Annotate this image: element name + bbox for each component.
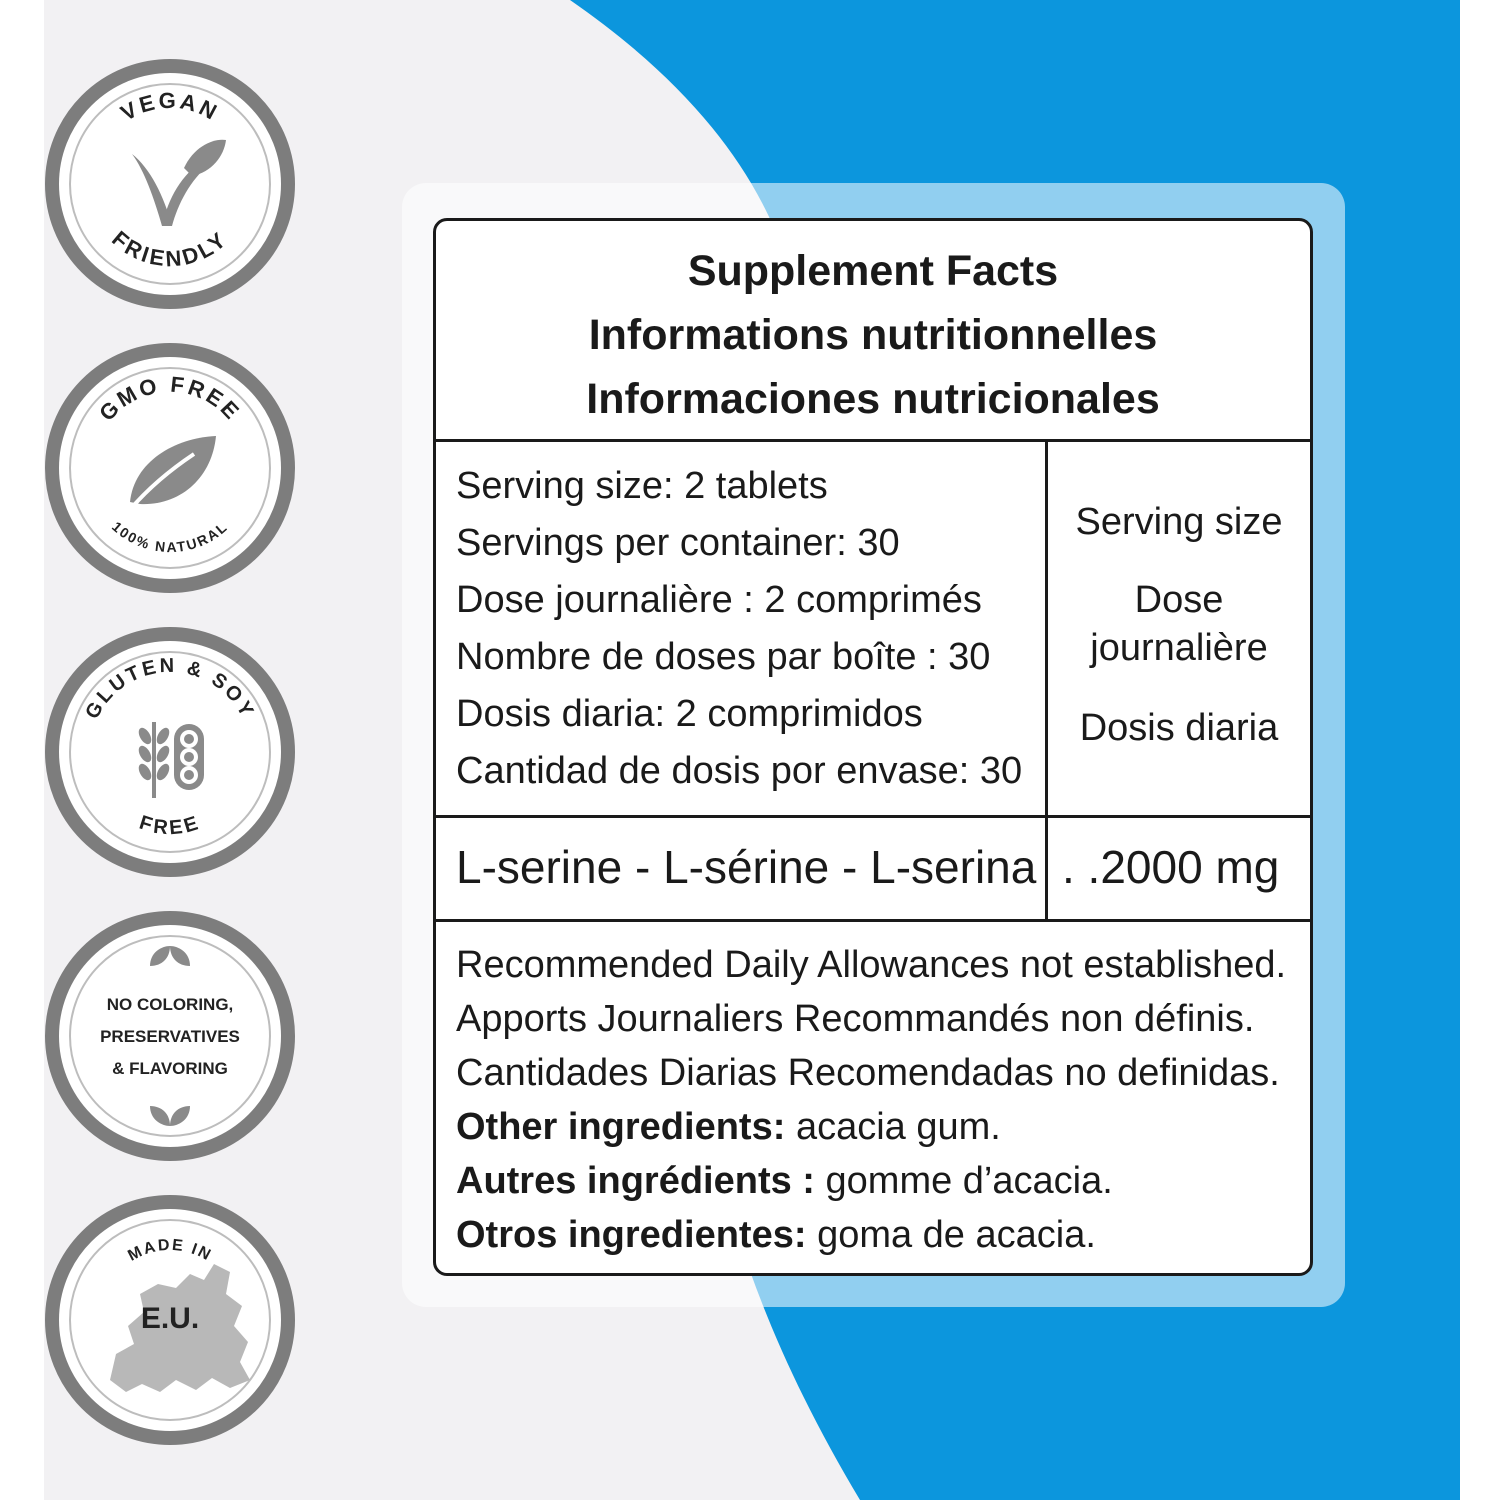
vegan-friendly-badge: VEGAN FRIENDLY: [44, 58, 296, 310]
ingredient-amount: 2000 mg: [1100, 841, 1280, 893]
dose-heading: Dose: [1134, 579, 1224, 621]
gmo-free-badge: GMO FREE 100% NATURAL: [44, 342, 296, 594]
no-additives-badge: NO COLORING, PRESERVATIVES & FLAVORING: [44, 910, 296, 1162]
other-ingredients-line: Autres ingrédients : gomme d’acacia.: [456, 1154, 1310, 1208]
ingredient-row: L-serine - L-sérine - L-serina . .2000 m…: [436, 818, 1310, 922]
leaf-icon: [126, 436, 216, 514]
serving-line: Servings per container: 30: [456, 522, 900, 564]
other-ingredients-line: Otros ingredientes: goma de acacia.: [456, 1208, 1310, 1262]
dot-leader: . .: [1062, 841, 1101, 893]
serving-line: Cantidad de dosis por envase: 30: [456, 750, 1023, 792]
serving-line: Serving size: 2 tablets: [456, 465, 828, 507]
serving-line: Nombre de doses par boîte : 30: [456, 636, 991, 678]
rda-note: Recommended Daily Allowances not establi…: [456, 944, 1287, 986]
ingredient-amount-cell: . .2000 mg: [1048, 818, 1310, 919]
ingredient-name: L-serine - L-sérine - L-serina: [436, 818, 1048, 919]
serving-size-heading: Serving size: [1075, 501, 1283, 543]
leaves-icon: [150, 946, 190, 1126]
dosis-heading: Dosis diaria: [1079, 707, 1279, 749]
badge-center-text: E.U.: [141, 1302, 199, 1335]
rda-note: Apports Journaliers Recommandés non défi…: [456, 998, 1255, 1040]
label-title-block: Supplement Facts Informations nutritionn…: [436, 221, 1310, 442]
wheat-soy-icon: [138, 722, 204, 798]
notes-block: Recommended Daily Allowances not establi…: [436, 922, 1310, 1262]
gluten-soy-free-badge: GLUTEN & SOY FREE: [44, 626, 296, 878]
badge-line: NO COLORING,: [107, 995, 234, 1014]
serving-line: Dose journalière : 2 comprimés: [456, 579, 982, 621]
vegan-sprout-icon: [132, 139, 226, 226]
label-title: Informaciones nutricionales: [586, 375, 1160, 423]
serving-size-header: Serving size Dose journalière Dosis diar…: [1048, 442, 1310, 815]
label-title: Informations nutritionnelles: [588, 311, 1158, 359]
label-title: Supplement Facts: [687, 247, 1059, 295]
serving-info: Serving size: 2 tablets Servings per con…: [436, 442, 1048, 815]
serving-line: Dosis diaria: 2 comprimidos: [456, 693, 923, 735]
dose-heading-2: journalière: [1090, 627, 1268, 669]
serving-info-row: Serving size: 2 tablets Servings per con…: [436, 442, 1310, 818]
other-ingredients-value: acacia gum.: [795, 1106, 1001, 1148]
supplement-facts-label: Supplement Facts Informations nutritionn…: [433, 218, 1313, 1276]
other-ingredients-label: Otros ingredientes:: [456, 1214, 807, 1256]
badge-line: PRESERVATIVES: [100, 1027, 240, 1046]
other-ingredients-label: Other ingredients:: [456, 1106, 786, 1148]
other-ingredients-line: Other ingredients: acacia gum.: [456, 1100, 1310, 1154]
badge-line: & FLAVORING: [112, 1059, 228, 1078]
other-ingredients-label: Autres ingrédients :: [456, 1160, 815, 1202]
made-in-eu-badge: MADE IN E.U.: [44, 1194, 296, 1446]
other-ingredients-value: gomme d’acacia.: [825, 1160, 1113, 1202]
europe-map-icon: [110, 1264, 250, 1392]
rda-note: Cantidades Diarias Recomendadas no defin…: [456, 1052, 1280, 1094]
other-ingredients-value: goma de acacia.: [817, 1214, 1096, 1256]
